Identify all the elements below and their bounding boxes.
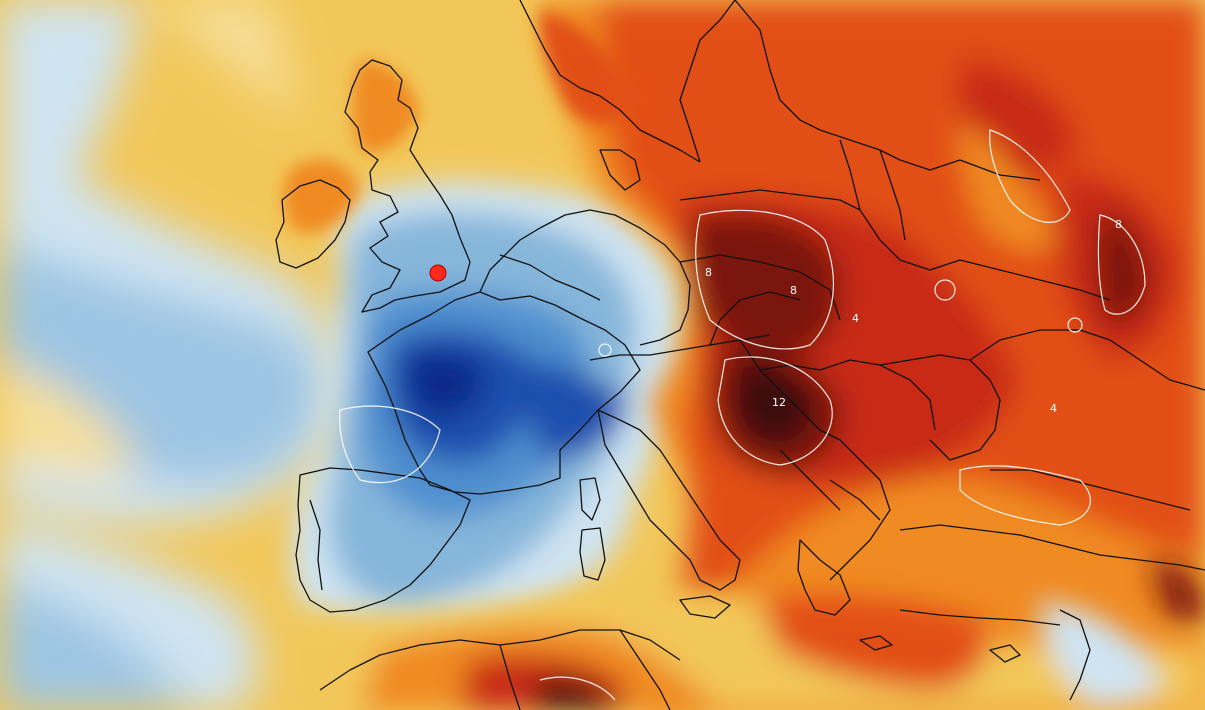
cold-anomaly: [291, 181, 685, 640]
contour-labels: 12 8 8 8 4 4: [705, 218, 1122, 415]
contour-label-8-c: 8: [790, 284, 797, 297]
country-borders: [275, 0, 1205, 710]
location-dot-icon: [429, 264, 447, 282]
anomaly-contours: [339, 129, 1146, 701]
contour-label-4-b: 4: [1050, 402, 1057, 415]
contour-label-4-a: 4: [852, 312, 859, 325]
contour-label-8-b: 8: [1115, 218, 1122, 231]
warm-anomaly: [540, 0, 1205, 710]
atlantic-field: [0, 0, 346, 710]
northwest-field: [283, 10, 640, 233]
contour-label-12: 12: [772, 396, 786, 409]
contour-label-8-a: 8: [705, 266, 712, 279]
southern-field: [300, 560, 1205, 710]
